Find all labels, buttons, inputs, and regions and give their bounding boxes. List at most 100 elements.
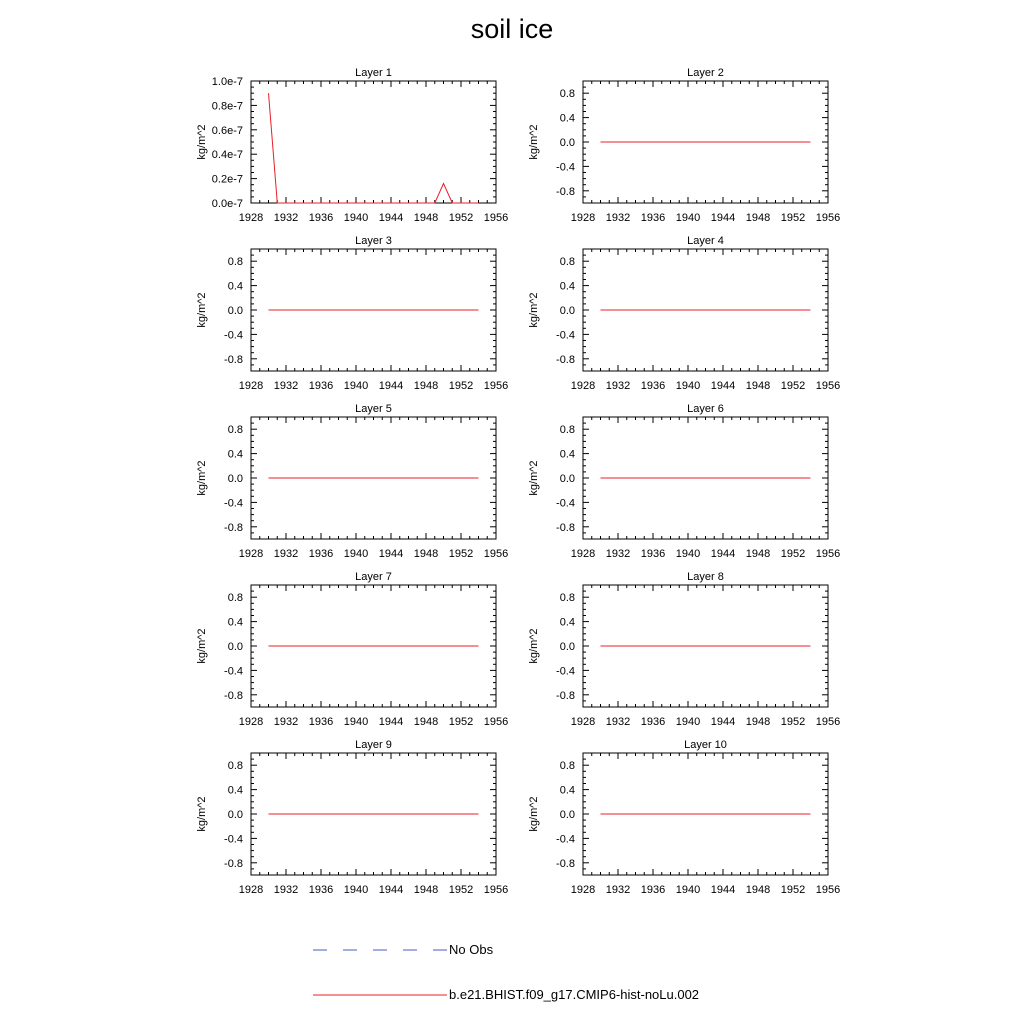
x-tick-label: 1936 bbox=[641, 884, 665, 896]
x-tick-label: 1936 bbox=[309, 716, 333, 728]
y-tick-label: -0.8 bbox=[224, 522, 243, 534]
y-tick-label: 0.8 bbox=[560, 424, 575, 436]
x-tick-label: 1932 bbox=[274, 548, 298, 560]
x-tick-label: 1936 bbox=[641, 380, 665, 392]
x-tick-label: 1928 bbox=[239, 212, 263, 224]
y-tick-label: -0.8 bbox=[556, 690, 575, 702]
x-tick-label: 1948 bbox=[746, 380, 770, 392]
y-axis-label: kg/m^2 bbox=[528, 124, 540, 159]
x-tick-label: 1928 bbox=[571, 548, 595, 560]
x-tick-label: 1932 bbox=[274, 884, 298, 896]
x-tick-label: 1940 bbox=[344, 212, 368, 224]
chart-panel: Layer 10 kg/m^2 1928 1932 1936 1940 1944 1948 19… bbox=[528, 739, 840, 896]
y-tick-label: -0.4 bbox=[224, 329, 243, 341]
y-tick-label: 0.4e-7 bbox=[212, 149, 243, 161]
chart-panel: Layer 3 kg/m^2 1928 1932 1936 1940 1944 1948 195… bbox=[196, 235, 508, 392]
chart-panel: Layer 7 kg/m^2 1928 1932 1936 1940 1944 1948 195… bbox=[196, 571, 508, 728]
y-tick-label: 1.0e-7 bbox=[212, 76, 243, 88]
x-tick-label: 1956 bbox=[484, 884, 508, 896]
y-tick-label: 0.4 bbox=[560, 281, 575, 293]
x-tick-label: 1928 bbox=[239, 884, 263, 896]
x-tick-label: 1936 bbox=[641, 212, 665, 224]
x-tick-label: 1948 bbox=[746, 212, 770, 224]
x-tick-label: 1928 bbox=[571, 212, 595, 224]
x-tick-label: 1956 bbox=[484, 380, 508, 392]
x-tick-label: 1944 bbox=[711, 716, 735, 728]
x-tick-label: 1936 bbox=[309, 212, 333, 224]
x-tick-label: 1932 bbox=[274, 716, 298, 728]
y-tick-label: 0.8 bbox=[228, 592, 243, 604]
y-tick-label: -0.4 bbox=[224, 497, 243, 509]
x-tick-label: 1936 bbox=[641, 716, 665, 728]
legend-obs-label: No Obs bbox=[449, 942, 494, 957]
x-tick-label: 1940 bbox=[676, 548, 700, 560]
panel-title: Layer 7 bbox=[355, 571, 392, 583]
y-tick-label: -0.8 bbox=[224, 690, 243, 702]
y-tick-label: 0.8 bbox=[560, 88, 575, 100]
y-tick-label: -0.8 bbox=[224, 354, 243, 366]
panel-title: Layer 2 bbox=[687, 67, 724, 79]
x-tick-label: 1932 bbox=[606, 548, 630, 560]
y-tick-label: 0.0 bbox=[228, 641, 243, 653]
y-tick-label: 0.8 bbox=[560, 256, 575, 268]
x-tick-label: 1932 bbox=[606, 212, 630, 224]
x-tick-label: 1948 bbox=[414, 380, 438, 392]
y-tick-label: 0.0 bbox=[560, 305, 575, 317]
x-tick-label: 1940 bbox=[344, 548, 368, 560]
x-tick-label: 1932 bbox=[606, 380, 630, 392]
y-tick-label: -0.4 bbox=[556, 833, 575, 845]
chart-panel: Layer 9 kg/m^2 1928 1932 1936 1940 1944 1948 195… bbox=[196, 739, 508, 896]
x-tick-label: 1940 bbox=[676, 716, 700, 728]
x-tick-label: 1944 bbox=[711, 548, 735, 560]
x-tick-label: 1956 bbox=[816, 716, 840, 728]
x-tick-label: 1952 bbox=[781, 884, 805, 896]
x-tick-label: 1944 bbox=[379, 716, 403, 728]
x-tick-label: 1948 bbox=[414, 212, 438, 224]
x-tick-label: 1952 bbox=[781, 212, 805, 224]
y-tick-label: 0.8 bbox=[560, 592, 575, 604]
x-tick-label: 1952 bbox=[781, 380, 805, 392]
x-tick-label: 1940 bbox=[344, 716, 368, 728]
y-tick-label: 0.0 bbox=[560, 641, 575, 653]
y-tick-label: 0.4 bbox=[228, 617, 243, 629]
x-tick-label: 1928 bbox=[239, 380, 263, 392]
x-tick-label: 1956 bbox=[816, 884, 840, 896]
y-axis-label: kg/m^2 bbox=[196, 460, 208, 495]
x-tick-label: 1952 bbox=[781, 548, 805, 560]
y-tick-label: 0.4 bbox=[228, 449, 243, 461]
x-tick-label: 1948 bbox=[746, 884, 770, 896]
x-tick-label: 1952 bbox=[449, 884, 473, 896]
x-tick-label: 1948 bbox=[414, 548, 438, 560]
y-tick-label: 0.6e-7 bbox=[212, 125, 243, 137]
y-tick-label: -0.8 bbox=[556, 186, 575, 198]
chart-panel: Layer 5 kg/m^2 1928 1932 1936 1940 1944 1948 195… bbox=[196, 403, 508, 560]
chart-panel: Layer 8 kg/m^2 1928 1932 1936 1940 1944 1948 195… bbox=[528, 571, 840, 728]
x-tick-label: 1952 bbox=[781, 716, 805, 728]
y-axis-label: kg/m^2 bbox=[196, 796, 208, 831]
y-tick-label: 0.4 bbox=[560, 449, 575, 461]
x-tick-label: 1956 bbox=[484, 716, 508, 728]
y-tick-label: -0.4 bbox=[556, 329, 575, 341]
chart-panel: Layer 1 kg/m^2 1928 1932 1936 1940 1944 1948 195… bbox=[196, 67, 508, 224]
x-tick-label: 1928 bbox=[239, 716, 263, 728]
panel-title: Layer 1 bbox=[355, 67, 392, 79]
x-tick-label: 1940 bbox=[676, 212, 700, 224]
x-tick-label: 1948 bbox=[414, 884, 438, 896]
y-axis-label: kg/m^2 bbox=[196, 124, 208, 159]
panel-title: Layer 6 bbox=[687, 403, 724, 415]
y-tick-label: 0.0 bbox=[228, 809, 243, 821]
y-axis-label: kg/m^2 bbox=[196, 628, 208, 663]
y-tick-label: -0.8 bbox=[556, 354, 575, 366]
panel-title: Layer 3 bbox=[355, 235, 392, 247]
y-tick-label: 0.4 bbox=[560, 785, 575, 797]
x-tick-label: 1932 bbox=[274, 212, 298, 224]
y-tick-label: 0.0 bbox=[560, 809, 575, 821]
x-tick-label: 1940 bbox=[676, 884, 700, 896]
panel-title: Layer 10 bbox=[684, 739, 727, 751]
x-tick-label: 1952 bbox=[449, 212, 473, 224]
chart-panel: Layer 2 kg/m^2 1928 1932 1936 1940 1944 1948 195… bbox=[528, 67, 840, 224]
y-tick-label: 0.0 bbox=[560, 473, 575, 485]
y-tick-label: 0.8 bbox=[560, 760, 575, 772]
y-tick-label: 0.8e-7 bbox=[212, 100, 243, 112]
y-tick-label: 0.8 bbox=[228, 424, 243, 436]
